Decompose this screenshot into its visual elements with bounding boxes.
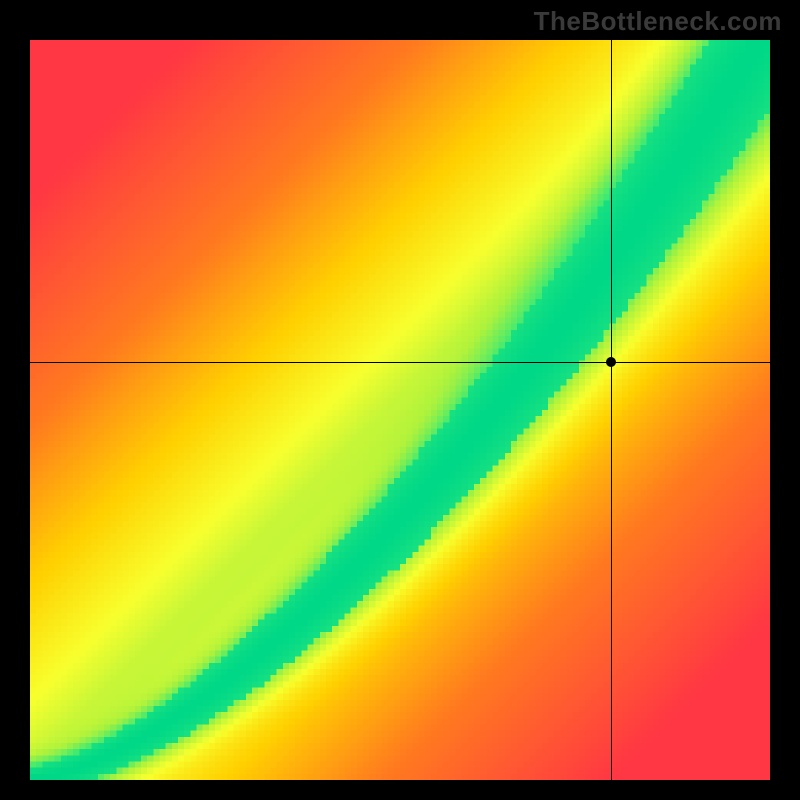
chart-container: TheBottleneck.com [0, 0, 800, 800]
heatmap-canvas [30, 40, 770, 780]
watermark-text: TheBottleneck.com [534, 6, 782, 37]
